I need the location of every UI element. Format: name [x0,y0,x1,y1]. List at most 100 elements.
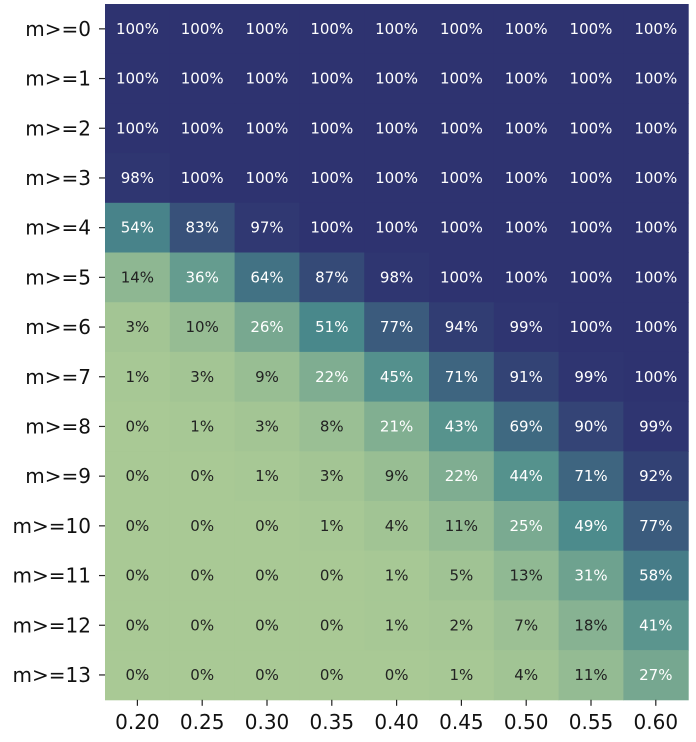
heatmap-cell [429,501,495,552]
cell-value-label: 69% [510,417,543,435]
y-tick-label: m>=12 [13,613,91,637]
heatmap-cell [558,401,624,452]
y-tick-label: m>=4 [25,216,91,240]
heatmap-cell [234,53,300,104]
heatmap-cell [429,53,495,104]
heatmap-cell [299,4,365,55]
heatmap-cell [558,53,624,104]
cell-value-label: 100% [634,219,677,237]
heatmap-cell [364,4,430,55]
cell-value-label: 100% [375,219,418,237]
cell-value-label: 1% [126,368,150,386]
heatmap-cell [105,501,171,552]
heatmap-cell [234,252,300,303]
cell-value-label: 71% [445,368,478,386]
heatmap-cell [558,302,624,353]
heatmap-cell [169,103,236,154]
cell-value-label: 44% [510,467,543,485]
heatmap-cell [364,401,430,452]
heatmap-cell [623,53,689,104]
cell-value-label: 100% [440,20,483,38]
cell-value-label: 100% [116,70,159,88]
heatmap-cell [558,252,624,303]
heatmap-cell [169,252,236,303]
heatmap-cell [234,351,300,403]
cell-value-label: 3% [320,467,344,485]
cell-value-label: 1% [385,616,409,634]
heatmap-cell [169,4,236,55]
cell-value-label: 100% [570,20,613,38]
heatmap-cell [299,103,365,154]
cell-value-label: 100% [570,119,613,137]
cell-value-label: 87% [315,268,348,286]
cell-value-label: 27% [639,666,672,684]
cell-value-label: 54% [121,219,154,237]
cell-value-label: 100% [116,119,159,137]
heatmap-cell [493,302,560,353]
heatmap-cell [105,302,171,353]
heatmap-cell [234,4,300,55]
cell-value-label: 0% [190,616,214,634]
cell-value-label: 4% [514,666,538,684]
heatmap-cell [105,202,171,253]
y-tick-label: m>=3 [25,166,91,190]
cell-value-label: 1% [190,417,214,435]
x-tick-label: 0.60 [634,710,679,734]
heatmap-cell [364,451,430,502]
cell-value-label: 0% [190,517,214,535]
cell-value-label: 100% [570,169,613,187]
heatmap-cell [493,53,560,104]
cell-value-label: 98% [380,268,413,286]
cell-value-label: 0% [320,616,344,634]
heatmap-cell [493,202,560,253]
heatmap-cell [493,103,560,154]
heatmap-cell [558,650,624,701]
heatmap-cell [493,351,560,403]
heatmap-cell [558,103,624,154]
heatmap-cell [429,650,495,701]
cell-value-label: 9% [385,467,409,485]
cell-value-label: 100% [440,268,483,286]
cell-value-label: 58% [639,567,672,585]
heatmap-cell [623,550,689,601]
cell-value-label: 100% [310,119,353,137]
cell-value-label: 100% [634,318,677,336]
cell-value-label: 100% [246,70,289,88]
cell-value-label: 1% [320,517,344,535]
heatmap-cell [558,4,624,55]
cell-value-label: 100% [570,219,613,237]
cell-value-label: 100% [375,169,418,187]
cell-value-label: 100% [570,318,613,336]
cell-value-label: 64% [250,268,283,286]
x-tick-label: 0.30 [245,710,290,734]
cell-value-label: 100% [246,20,289,38]
cell-value-label: 0% [255,567,279,585]
cell-value-label: 100% [181,70,224,88]
heatmap-cell [105,4,171,55]
cell-value-label: 100% [634,20,677,38]
cell-value-label: 0% [190,467,214,485]
heatmap-cell [169,202,236,253]
heatmap-cell [105,650,171,701]
heatmap-cell [623,302,689,353]
y-tick-label: m>=0 [25,17,91,41]
heatmap-cell [493,153,560,204]
cell-value-label: 0% [126,616,150,634]
heatmap-cell [623,501,689,552]
cell-value-label: 98% [121,169,154,187]
cell-value-label: 31% [574,567,607,585]
heatmap-cell [169,53,236,104]
cell-value-label: 100% [634,268,677,286]
cell-value-label: 100% [505,219,548,237]
cell-value-label: 10% [186,318,219,336]
heatmap-cell [493,550,560,601]
heatmap-cell [493,4,560,55]
heatmap-cell [169,600,236,651]
cell-value-label: 100% [634,169,677,187]
cell-value-label: 100% [246,119,289,137]
cell-value-label: 100% [375,119,418,137]
heatmap-cell [299,650,365,701]
heatmap-cell [299,600,365,651]
heatmap-cell [169,451,236,502]
cell-value-label: 0% [190,666,214,684]
